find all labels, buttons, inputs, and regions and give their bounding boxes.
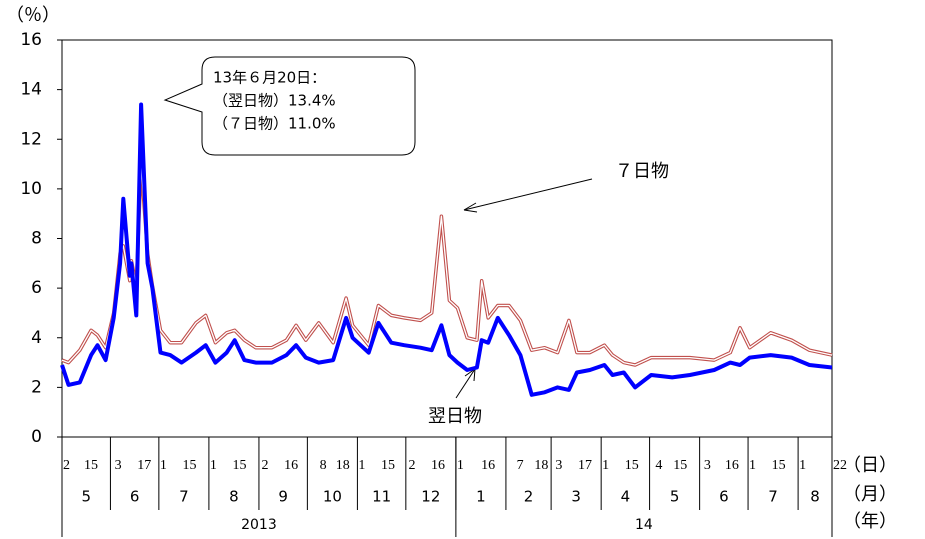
month-label: 6 xyxy=(719,488,729,506)
x-tick-label: 3 xyxy=(704,458,711,473)
month-label: 1 xyxy=(476,488,486,506)
x-tick-label: 15 xyxy=(232,458,246,473)
x-tick-label: 16 xyxy=(481,458,495,473)
y-tick-label: 6 xyxy=(31,278,42,298)
x-tick-label: 8 xyxy=(320,458,327,473)
callout-line: （７日物）11.0% xyxy=(213,115,336,133)
x-tick-label: 15 xyxy=(772,458,786,473)
month-label: 7 xyxy=(179,488,189,506)
arrow xyxy=(455,368,476,399)
month-label: 4 xyxy=(621,488,631,506)
y-tick-label: 14 xyxy=(20,80,42,100)
x-tick-label: 2 xyxy=(63,458,70,473)
series-label: ７日物 xyxy=(615,161,669,182)
y-tick-label: 2 xyxy=(31,377,42,397)
month-label: 3 xyxy=(571,488,581,506)
x-tick-label: 15 xyxy=(182,458,196,473)
month-label: 8 xyxy=(229,488,239,506)
series-label: 翌日物 xyxy=(428,406,482,427)
x-tick-label: 4 xyxy=(655,458,662,473)
callout-line: （翌日物）13.4% xyxy=(213,92,336,110)
x-unit-year: （年） xyxy=(843,511,897,532)
series-line xyxy=(61,162,833,367)
y-tick-label: 10 xyxy=(20,179,42,199)
month-label: 5 xyxy=(670,488,680,506)
arrow xyxy=(463,178,593,211)
month-label: 7 xyxy=(768,488,778,506)
month-label: 8 xyxy=(810,488,820,506)
month-label: 6 xyxy=(130,488,140,506)
x-tick-label: 18 xyxy=(336,458,350,473)
y-tick-label: 16 xyxy=(20,30,42,50)
x-tick-label: 7 xyxy=(517,458,524,473)
y-tick-label: 4 xyxy=(31,328,42,348)
y-tick-label: 8 xyxy=(31,229,42,249)
month-label: 11 xyxy=(372,488,391,506)
x-tick-label: 1 xyxy=(210,458,217,473)
x-unit-month: （月） xyxy=(843,484,897,505)
month-label: 10 xyxy=(323,488,342,506)
year-label: 14 xyxy=(635,517,653,533)
x-tick-label: 1 xyxy=(799,458,806,473)
x-tick-label: 16 xyxy=(431,458,445,473)
month-label: 5 xyxy=(81,488,91,506)
x-tick-label: 22 xyxy=(833,458,847,473)
x-tick-label: 2 xyxy=(408,458,415,473)
year-label: 2013 xyxy=(241,517,277,533)
x-tick-label: 1 xyxy=(749,458,756,473)
x-tick-label: 18 xyxy=(534,458,548,473)
x-unit-day: （日） xyxy=(843,455,897,476)
arrow-head xyxy=(463,202,478,213)
month-label: 9 xyxy=(278,488,288,506)
x-tick-label: 1 xyxy=(457,458,464,473)
callout-line: 13年６月20日： xyxy=(213,69,326,87)
y-tick-label: 12 xyxy=(20,129,42,149)
month-label: 2 xyxy=(524,488,534,506)
x-tick-label: 15 xyxy=(625,458,639,473)
callout-box xyxy=(163,56,416,156)
x-tick-label: 1 xyxy=(160,458,167,473)
x-tick-label: 17 xyxy=(137,458,151,473)
x-tick-label: 15 xyxy=(673,458,687,473)
x-tick-label: 3 xyxy=(555,458,562,473)
x-tick-label: 15 xyxy=(84,458,98,473)
x-tick-label: 16 xyxy=(725,458,739,473)
series-line xyxy=(60,102,833,397)
x-tick-label: 15 xyxy=(381,458,395,473)
y-tick-label: 0 xyxy=(31,427,42,447)
month-label: 12 xyxy=(421,488,440,506)
x-tick-label: 1 xyxy=(602,458,609,473)
x-tick-label: 17 xyxy=(578,458,592,473)
x-tick-label: 1 xyxy=(358,458,365,473)
x-tick-label: 3 xyxy=(115,458,122,473)
x-tick-label: 2 xyxy=(262,458,269,473)
y-unit: （％） xyxy=(6,5,60,26)
x-tick-label: 16 xyxy=(284,458,298,473)
